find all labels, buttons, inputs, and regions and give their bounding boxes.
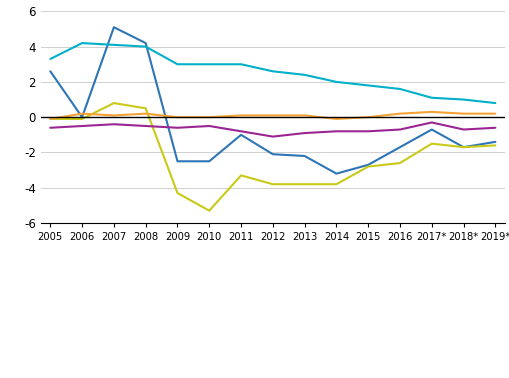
S1311 Central government, deficit/GDP, % (110, 101, 117, 105)
S1313 Local government, deficit/GDP, % (333, 129, 339, 133)
S13149 Other social security funds, deficit/GDP, % (364, 115, 371, 119)
S1313 Local government, deficit/GDP, % (364, 129, 371, 133)
S13141 Employment pension schemes, deficit/GDP, % (238, 62, 244, 67)
S13141 Employment pension schemes, deficit/GDP, % (333, 80, 339, 84)
S13 General government, deficit/GDP, % (428, 127, 434, 132)
S13141 Employment pension schemes, deficit/GDP, % (396, 87, 402, 91)
S1313 Local government, deficit/GDP, % (491, 125, 497, 130)
S13 General government, deficit/GDP, % (143, 41, 149, 45)
S1311 Central government, deficit/GDP, % (174, 191, 180, 195)
S13 General government, deficit/GDP, % (333, 171, 339, 176)
S13 General government, deficit/GDP, % (110, 25, 117, 29)
S13141 Employment pension schemes, deficit/GDP, % (206, 62, 212, 67)
S13141 Employment pension schemes, deficit/GDP, % (428, 96, 434, 100)
S1313 Local government, deficit/GDP, % (269, 134, 275, 139)
S1311 Central government, deficit/GDP, % (333, 182, 339, 186)
S13149 Other social security funds, deficit/GDP, % (110, 113, 117, 118)
S13149 Other social security funds, deficit/GDP, % (333, 117, 339, 121)
S13 General government, deficit/GDP, % (269, 152, 275, 156)
S13149 Other social security funds, deficit/GDP, % (428, 110, 434, 114)
S13149 Other social security funds, deficit/GDP, % (460, 112, 466, 116)
S13149 Other social security funds, deficit/GDP, % (143, 112, 149, 116)
S13 General government, deficit/GDP, % (47, 69, 53, 74)
S13149 Other social security funds, deficit/GDP, % (301, 113, 307, 118)
Line: S1313 Local government, deficit/GDP, %: S1313 Local government, deficit/GDP, % (50, 122, 494, 136)
S1311 Central government, deficit/GDP, % (269, 182, 275, 186)
S1313 Local government, deficit/GDP, % (110, 122, 117, 127)
S13149 Other social security funds, deficit/GDP, % (174, 115, 180, 119)
S13141 Employment pension schemes, deficit/GDP, % (79, 41, 85, 45)
S1311 Central government, deficit/GDP, % (364, 164, 371, 169)
Line: S13 General government, deficit/GDP, %: S13 General government, deficit/GDP, % (50, 27, 494, 174)
Line: S1311 Central government, deficit/GDP, %: S1311 Central government, deficit/GDP, % (50, 103, 494, 211)
S13141 Employment pension schemes, deficit/GDP, % (110, 43, 117, 47)
S1313 Local government, deficit/GDP, % (428, 120, 434, 125)
S13 General government, deficit/GDP, % (238, 133, 244, 137)
S13149 Other social security funds, deficit/GDP, % (79, 112, 85, 116)
S13 General government, deficit/GDP, % (396, 145, 402, 149)
S1311 Central government, deficit/GDP, % (47, 117, 53, 121)
Line: S13141 Employment pension schemes, deficit/GDP, %: S13141 Employment pension schemes, defic… (50, 43, 494, 103)
S13141 Employment pension schemes, deficit/GDP, % (143, 44, 149, 49)
S1313 Local government, deficit/GDP, % (206, 124, 212, 128)
S13 General government, deficit/GDP, % (491, 139, 497, 144)
S1311 Central government, deficit/GDP, % (238, 173, 244, 178)
S13141 Employment pension schemes, deficit/GDP, % (269, 69, 275, 74)
S1311 Central government, deficit/GDP, % (206, 208, 212, 213)
S13149 Other social security funds, deficit/GDP, % (269, 113, 275, 118)
S1313 Local government, deficit/GDP, % (174, 125, 180, 130)
S13 General government, deficit/GDP, % (364, 163, 371, 167)
S13 General government, deficit/GDP, % (301, 154, 307, 158)
Line: S13149 Other social security funds, deficit/GDP, %: S13149 Other social security funds, defi… (50, 112, 494, 119)
S1313 Local government, deficit/GDP, % (396, 127, 402, 132)
S13149 Other social security funds, deficit/GDP, % (47, 117, 53, 121)
S13141 Employment pension schemes, deficit/GDP, % (174, 62, 180, 67)
S1313 Local government, deficit/GDP, % (238, 129, 244, 133)
S13149 Other social security funds, deficit/GDP, % (206, 115, 212, 119)
S13141 Employment pension schemes, deficit/GDP, % (301, 73, 307, 77)
S1311 Central government, deficit/GDP, % (143, 106, 149, 111)
S13149 Other social security funds, deficit/GDP, % (238, 113, 244, 118)
S1313 Local government, deficit/GDP, % (460, 127, 466, 132)
S1311 Central government, deficit/GDP, % (396, 161, 402, 165)
S13149 Other social security funds, deficit/GDP, % (491, 112, 497, 116)
S1311 Central government, deficit/GDP, % (79, 117, 85, 121)
S13 General government, deficit/GDP, % (460, 145, 466, 149)
S13 General government, deficit/GDP, % (79, 115, 85, 119)
S13141 Employment pension schemes, deficit/GDP, % (364, 83, 371, 88)
S13141 Employment pension schemes, deficit/GDP, % (47, 57, 53, 61)
S13 General government, deficit/GDP, % (174, 159, 180, 164)
S1311 Central government, deficit/GDP, % (428, 141, 434, 146)
S1313 Local government, deficit/GDP, % (143, 124, 149, 128)
S1313 Local government, deficit/GDP, % (79, 124, 85, 128)
S1313 Local government, deficit/GDP, % (301, 131, 307, 135)
S13141 Employment pension schemes, deficit/GDP, % (491, 101, 497, 105)
S1311 Central government, deficit/GDP, % (491, 143, 497, 148)
S1311 Central government, deficit/GDP, % (301, 182, 307, 186)
S13149 Other social security funds, deficit/GDP, % (396, 112, 402, 116)
S13 General government, deficit/GDP, % (206, 159, 212, 164)
S13141 Employment pension schemes, deficit/GDP, % (460, 97, 466, 102)
S1313 Local government, deficit/GDP, % (47, 125, 53, 130)
S1311 Central government, deficit/GDP, % (460, 145, 466, 149)
